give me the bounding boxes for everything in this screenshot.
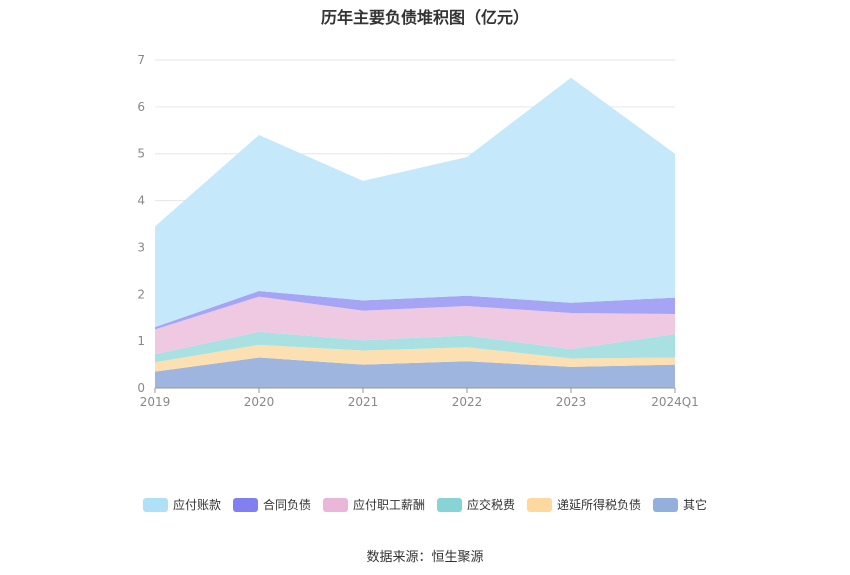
- legend-label: 应付账款: [172, 498, 221, 512]
- legend-label: 其它: [683, 498, 708, 512]
- area-series: [155, 77, 675, 388]
- legend-swatch: [653, 497, 679, 512]
- x-tick-label: 2023: [556, 395, 587, 409]
- legend-swatch: [527, 497, 553, 512]
- legend-swatch: [322, 497, 348, 512]
- legend-item-accounts-payable[interactable]: 应付账款: [142, 496, 221, 513]
- area-应付职工薪酬: [155, 296, 675, 355]
- x-tick-label: 2024Q1: [651, 395, 699, 409]
- legend-swatch: [437, 497, 462, 512]
- legend-item-others[interactable]: 其它: [653, 496, 707, 513]
- legend-label: 合同负债: [262, 498, 311, 512]
- y-tick-label: 7: [137, 53, 145, 67]
- chart-title: 历年主要负债堆积图（亿元）: [320, 8, 529, 27]
- y-tick-label: 3: [137, 240, 145, 254]
- y-tick-label: 5: [137, 147, 145, 161]
- y-tick-label: 6: [137, 100, 145, 114]
- legend: 应付账款 合同负债 应付职工薪酬 应交税费 递延所得税负债 其它: [0, 496, 850, 513]
- y-tick-label: 2: [137, 287, 145, 301]
- area-其它: [155, 357, 675, 388]
- area-应付账款: [155, 77, 675, 328]
- area-合同负债: [155, 291, 675, 330]
- x-tick-label: 2020: [244, 395, 275, 409]
- legend-item-contract-liabilities[interactable]: 合同负债: [232, 496, 311, 513]
- legend-label: 递延所得税负债: [557, 498, 642, 512]
- area-递延所得税负债: [155, 344, 675, 372]
- source-note: 数据来源：恒生聚源: [366, 550, 484, 565]
- y-tick-label: 4: [137, 194, 145, 208]
- legend-swatch: [142, 497, 168, 512]
- legend-label: 应交税费: [467, 498, 516, 512]
- y-tick-label: 1: [137, 334, 145, 348]
- legend-item-deferred-tax-liabilities[interactable]: 递延所得税负债: [527, 496, 641, 513]
- legend-swatch: [232, 497, 258, 512]
- legend-item-payroll-payable[interactable]: 应付职工薪酬: [322, 496, 425, 513]
- x-tick-label: 2019: [140, 395, 171, 409]
- x-tick-label: 2022: [452, 395, 483, 409]
- y-tick-label: 0: [137, 381, 145, 395]
- legend-label: 应付职工薪酬: [352, 498, 425, 512]
- x-tick-label: 2021: [348, 395, 379, 409]
- axes: 0 1 2 3 4 5 6 7 2019 2020 2021 2022 2023 2024Q1: [137, 53, 698, 409]
- area-应交税费: [155, 331, 675, 363]
- legend-item-taxes-payable[interactable]: 应交税费: [437, 496, 515, 513]
